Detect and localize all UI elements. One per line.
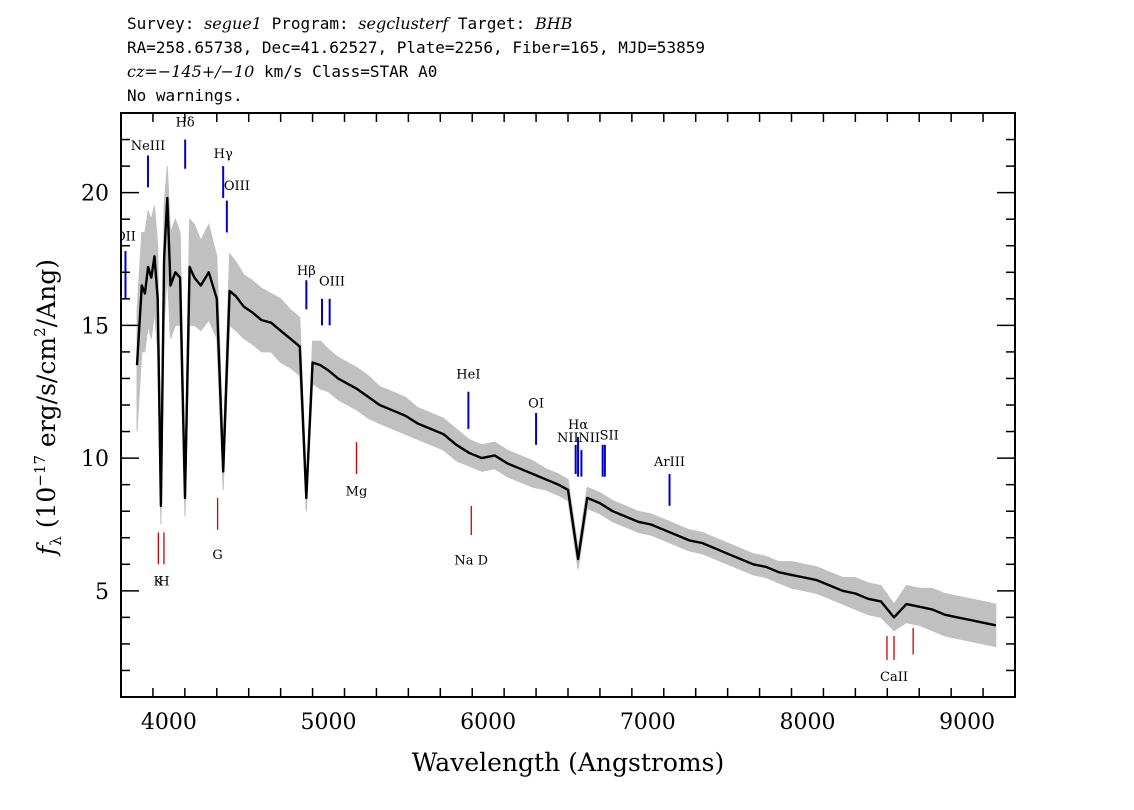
- program-label: Program:: [261, 14, 359, 33]
- absorption-line-label-4: Na D: [454, 553, 488, 568]
- emission-line-label-13: SII: [600, 429, 619, 444]
- emission-line-label-9: OI: [528, 397, 544, 412]
- absorption-line-label-3: Mg: [346, 484, 368, 499]
- y-label-part-1: (10: [32, 487, 61, 537]
- x-tick-label-5: 9000: [939, 710, 995, 735]
- absorption-line-label-2: G: [212, 548, 222, 563]
- spectrum-header: Survey: segue1 Program: segclusterf Targ…: [127, 12, 705, 108]
- emission-line-label-3: Hγ: [214, 147, 233, 162]
- x-tick-label-4: 8000: [779, 710, 835, 735]
- flux-series-line: [135, 196, 997, 627]
- emission-line-label-15: ArIII: [653, 455, 685, 470]
- emission-line-label-11: Hα: [568, 418, 588, 433]
- y-tick-label-3: 20: [81, 182, 109, 207]
- absorption-line-label-1: H: [158, 575, 169, 590]
- redshift-value: cz=−145+/−10: [127, 62, 255, 81]
- survey-value: segue1: [204, 14, 262, 33]
- y-label-symbol: f: [32, 542, 61, 557]
- y-tick-label-2: 15: [81, 314, 109, 339]
- emission-line-label-4: OIII: [224, 179, 250, 194]
- survey-label: Survey:: [127, 14, 205, 33]
- y-tick-label-1: 10: [81, 447, 109, 472]
- plot-frame: [120, 112, 1016, 698]
- absorption-line-label-6: CaII: [880, 670, 908, 685]
- header-line-redshift: cz=−145+/−10 km/s Class=STAR A0: [127, 60, 705, 84]
- emission-line-label-1: NeIII: [131, 139, 165, 154]
- y-axis-label: fλ (10−17 erg/s/cm2/Ang): [31, 259, 65, 557]
- y-label-part-3: /Ang): [32, 259, 61, 327]
- y-tick-label-0: 5: [95, 580, 109, 605]
- emission-line-label-8: HeI: [456, 367, 480, 382]
- header-line-warnings: No warnings.: [127, 86, 243, 105]
- x-tick-label-1: 5000: [301, 710, 357, 735]
- absorption-line-label-0: K: [153, 575, 163, 590]
- header-line-survey: Survey: segue1 Program: segclusterf Targ…: [127, 12, 705, 36]
- emission-line-label-12: NII: [578, 431, 600, 446]
- header-line-coordinates: RA=258.65738, Dec=41.62527, Plate=2256, …: [127, 38, 705, 57]
- y-label-part-2: erg/s/cm: [32, 337, 61, 455]
- x-tick-label-2: 6000: [460, 710, 516, 735]
- y-label-subscript: λ: [47, 536, 65, 546]
- target-label: Target:: [448, 14, 535, 33]
- emission-line-label-2: Hδ: [176, 115, 195, 130]
- emission-line-label-6: OIII: [319, 275, 345, 290]
- y-label-exponent-2: 2: [31, 327, 49, 337]
- error-band-series: [136, 166, 997, 648]
- class-value: km/s Class=STAR A0: [254, 62, 438, 81]
- x-axis-label: Wavelength (Angstroms): [412, 748, 724, 777]
- x-tick-label-3: 7000: [620, 710, 676, 735]
- y-label-exponent: −17: [31, 455, 49, 487]
- program-value: segclusterf: [358, 14, 449, 33]
- x-tick-label-0: 4000: [141, 710, 197, 735]
- emission-line-label-10: NII: [557, 431, 579, 446]
- emission-line-label-0: OII: [115, 229, 136, 244]
- emission-line-label-5: Hβ: [297, 264, 316, 279]
- target-value: BHB: [534, 14, 573, 33]
